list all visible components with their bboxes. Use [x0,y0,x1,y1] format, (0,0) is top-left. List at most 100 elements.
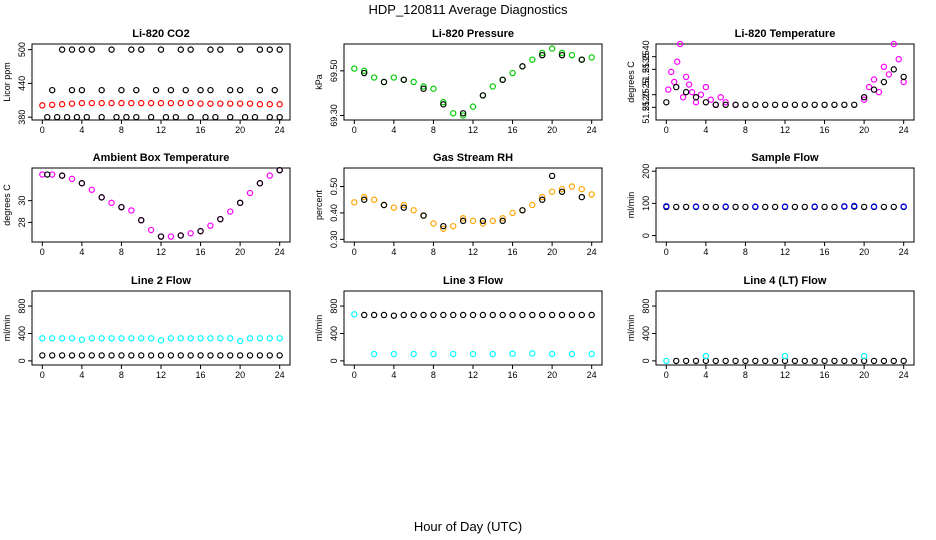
data-point [851,101,858,109]
plot-frame [31,290,291,366]
x-tick-label: 20 [547,125,557,135]
data-point [459,217,467,225]
x-tick-label: 4 [703,247,708,257]
data-point [68,175,76,183]
data-point [665,86,672,93]
data-point [539,49,546,57]
data-series [361,311,595,319]
data-point [420,83,427,90]
data-point [227,113,234,121]
data-point [361,69,368,77]
data-point [685,81,693,88]
data-point [410,207,417,214]
data-point [509,209,516,217]
data-point [890,357,897,365]
x-tick-label: 20 [235,247,245,257]
data-point [420,311,427,319]
data-point [123,113,130,121]
data-point [900,357,907,365]
data-point [762,357,769,365]
data-point [440,101,447,108]
data-point [167,233,175,240]
data-point [529,201,536,209]
data-series [361,51,585,117]
data-point [172,113,180,121]
x-tick-label: 4 [79,247,84,257]
data-point [781,352,789,360]
y-tick-label: 200 [641,164,651,179]
chart-title: Line 4 (LT) Flow [744,275,827,287]
data-point [558,185,566,193]
y-axis-label: ml/min [626,315,636,342]
data-point [44,113,51,121]
data-point [217,46,224,53]
data-point [361,67,368,75]
data-point [217,352,224,359]
data-series [663,66,907,109]
data-point [410,350,417,358]
data-point [400,311,407,319]
data-point [98,86,105,94]
data-point [529,56,536,63]
chart-title: Ambient Box Temperature [93,152,230,164]
data-point [207,100,214,107]
data-point [900,203,907,210]
data-point [890,203,897,211]
data-point [860,93,868,101]
data-point [509,69,516,77]
data-point [682,73,690,81]
data-point [266,352,273,359]
chart-title: Line 3 Flow [443,275,503,287]
data-point [118,352,125,359]
data-point [722,99,729,106]
data-point [440,222,447,230]
x-tick-label: 24 [275,247,285,257]
data-point [870,86,878,93]
data-point [113,113,120,121]
y-tick-label: 0 [641,233,651,238]
chart-panel: Li-820 Temperature degrees C 0 4 8 12 16 20 24 51… [626,28,915,135]
data-point [68,335,76,342]
data-point [266,113,273,121]
x-tick-label: 12 [468,125,478,135]
data-point [98,335,105,342]
data-point [791,203,799,211]
x-tick-label: 0 [40,247,45,257]
data-point [157,337,165,344]
data-series [58,46,283,53]
x-tick-label: 0 [352,125,357,135]
data-point [568,51,576,59]
data-point [39,102,46,109]
data-point [781,101,789,109]
data-point [450,110,457,117]
y-tick-label: 0 [17,358,27,363]
data-point [811,357,818,365]
data-point [351,311,358,318]
data-point [152,86,160,94]
data-point [370,350,378,358]
data-point [578,193,585,201]
y-axis-label: percent [314,189,324,220]
data-point [58,101,66,108]
data-point [519,311,526,319]
data-point [469,350,477,358]
chart-title: Li-820 Temperature [735,28,836,40]
data-point [880,78,888,86]
data-point [128,46,135,53]
x-tick-label: 0 [352,247,357,257]
data-point [276,46,283,53]
data-point [236,100,244,107]
data-point [539,193,546,201]
data-point [762,101,769,109]
x-tick-label: 4 [703,370,708,380]
data-point [246,189,254,197]
data-point [351,65,358,72]
data-point [162,113,170,121]
x-tick-label: 8 [743,247,748,257]
data-point [558,51,566,59]
data-point [539,196,546,203]
data-point [128,352,135,359]
y-axis-label: degrees C [2,184,12,226]
data-point [440,225,447,232]
data-point [236,46,244,53]
